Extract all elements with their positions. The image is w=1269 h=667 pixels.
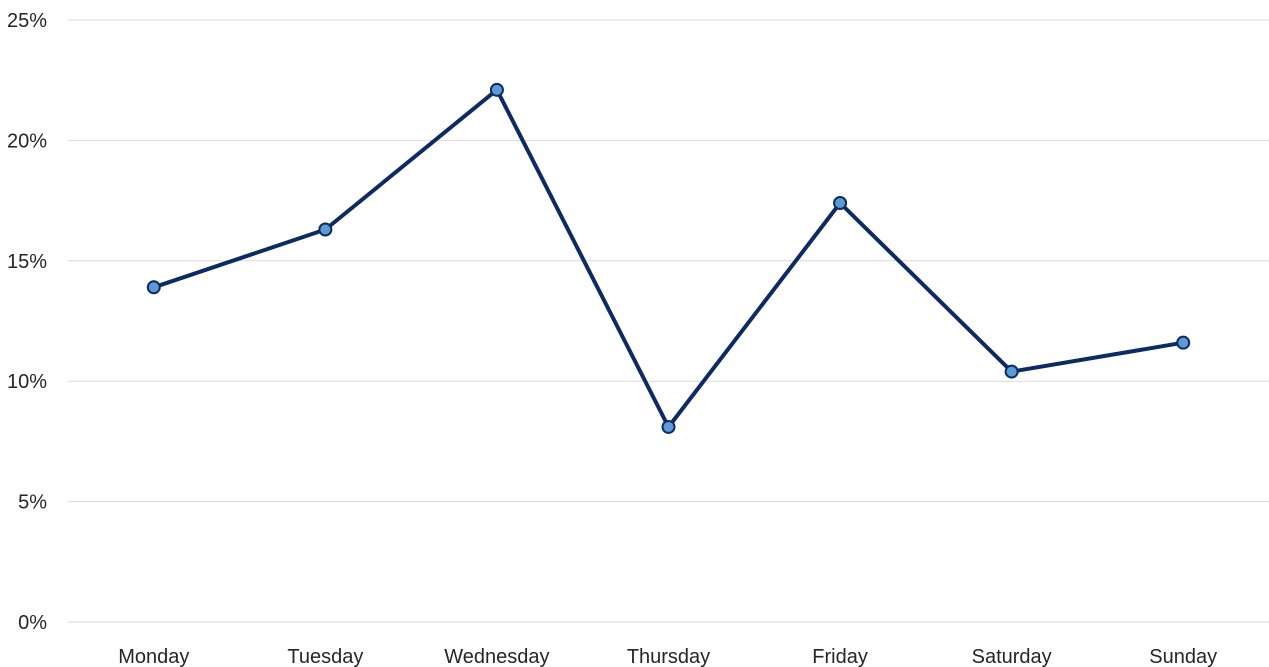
data-point-marker bbox=[1176, 335, 1191, 350]
x-tick-label: Monday bbox=[118, 646, 189, 667]
y-tick-label: 15% bbox=[7, 251, 47, 273]
data-point-marker bbox=[489, 82, 504, 97]
x-tick-label: Thursday bbox=[627, 646, 710, 667]
y-tick-label: 20% bbox=[7, 130, 47, 152]
y-tick-label: 25% bbox=[7, 10, 47, 32]
data-point-marker bbox=[318, 222, 333, 237]
x-axis-tick-labels: Monday Tuesday Wednesday Thursday Friday Satu… bbox=[118, 646, 1217, 667]
data-point-marker bbox=[661, 419, 676, 434]
y-tick-label: 10% bbox=[7, 371, 47, 393]
x-tick-label: Saturday bbox=[972, 646, 1052, 667]
x-tick-label: Wednesday bbox=[444, 646, 549, 667]
y-axis-tick-labels: 0% 5% 10% 15% 20% 25% bbox=[7, 10, 47, 634]
x-tick-label: Tuesday bbox=[287, 646, 363, 667]
y-tick-label: 5% bbox=[18, 492, 47, 514]
y-tick-label: 0% bbox=[18, 612, 47, 634]
x-tick-label: Friday bbox=[812, 646, 868, 667]
x-tick-label: Sunday bbox=[1149, 646, 1217, 667]
data-point-marker bbox=[146, 280, 161, 295]
markers-layer bbox=[146, 82, 1191, 434]
data-point-marker bbox=[1004, 364, 1019, 379]
gridlines bbox=[68, 19, 1269, 623]
data-point-marker bbox=[833, 196, 848, 211]
